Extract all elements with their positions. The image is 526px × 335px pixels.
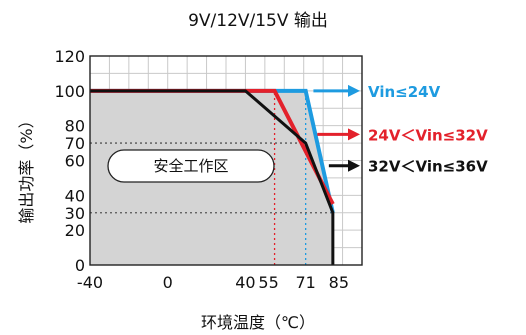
legend-arrow-head xyxy=(348,84,360,97)
y-tick-label: 70 xyxy=(65,134,85,153)
y-tick-label: 0 xyxy=(75,256,85,275)
series-lines xyxy=(90,88,335,265)
y-tick-label: 100 xyxy=(54,82,85,101)
series-line-3 xyxy=(90,89,335,265)
y-tick-label: 30 xyxy=(65,204,85,223)
y-tick-label: 60 xyxy=(65,152,85,171)
y-tick-label: 120 xyxy=(54,47,85,66)
legend-label: 32V＜Vin≤36V xyxy=(368,158,488,176)
x-tick-label: 0 xyxy=(163,273,173,292)
legend-arrow-head xyxy=(348,128,360,141)
x-axis-label: 环境温度（℃） xyxy=(201,313,315,332)
y-tick-label: 40 xyxy=(65,186,85,205)
y-tick-label: 20 xyxy=(65,221,85,240)
x-tick-label: 71 xyxy=(295,273,315,292)
x-tick-label: -40 xyxy=(77,273,103,292)
safe-zone-label: 安全工作区 xyxy=(153,157,228,175)
chart-title: 9V/12V/15V 输出 xyxy=(188,11,328,31)
legend: Vin≤24V 24V＜Vin≤32V 32V＜Vin≤36V xyxy=(313,83,488,176)
legend-label: 24V＜Vin≤32V xyxy=(368,126,488,144)
legend-label: Vin≤24V xyxy=(368,83,441,101)
x-tick-label: 55 xyxy=(258,273,278,292)
legend-arrow-head xyxy=(348,159,360,172)
safe-zone-label-box xyxy=(107,149,275,183)
reference-lines xyxy=(90,90,333,265)
y-tick-label: 80 xyxy=(65,117,85,136)
y-axis-label: 输出功率（%） xyxy=(17,112,36,223)
x-tick-label: 40 xyxy=(235,273,255,292)
axes xyxy=(89,55,363,266)
plot-frame xyxy=(89,55,363,266)
x-tick-label: 85 xyxy=(329,273,349,292)
